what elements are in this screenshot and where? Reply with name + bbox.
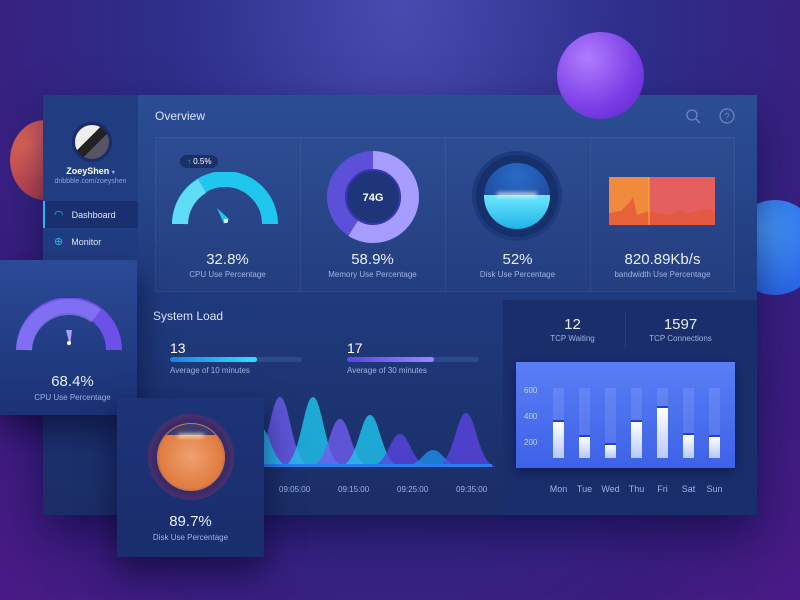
cpu-label: CPU Use Percentage xyxy=(189,270,266,279)
load-peak xyxy=(368,434,432,467)
overview-cards xyxy=(155,137,735,292)
load-baseline xyxy=(240,464,492,467)
bar-track xyxy=(683,388,694,458)
tcp-bar-chart xyxy=(516,362,735,468)
bar-track xyxy=(605,388,616,458)
sidebar-item-monitor[interactable]: ⊕ Monitor xyxy=(43,228,138,255)
cpu-float-gauge xyxy=(16,298,122,351)
avg10-value: 13 xyxy=(170,340,186,356)
tcp-waiting-label: TCP Waiting xyxy=(550,334,595,343)
disk-orb xyxy=(476,155,558,237)
float-disk-value: 89.7% xyxy=(169,513,212,530)
x-category-label: Sat xyxy=(681,484,696,494)
search-icon[interactable] xyxy=(685,108,701,124)
float-cpu-label: CPU Use Percentage xyxy=(34,393,111,402)
x-category-label: Fri xyxy=(657,484,668,494)
tcp-waiting-value: 12 xyxy=(564,316,581,333)
system-load-area-chart xyxy=(228,397,498,467)
arrow-up-icon: ↑ xyxy=(187,157,191,166)
memory-label: Memory Use Percentage xyxy=(328,270,417,279)
x-tick-label: 09:25:00 xyxy=(397,485,429,494)
avg10-progress xyxy=(170,357,302,362)
cpu-value: 32.8% xyxy=(206,251,249,268)
tcp-connections-label: TCP Connections xyxy=(649,334,712,343)
system-load-title: System Load xyxy=(153,309,224,323)
load-peak xyxy=(434,413,498,467)
bar-mon xyxy=(553,419,564,458)
crosshair-icon: ⊕ xyxy=(54,236,64,248)
float-disk-label: Disk Use Percentage xyxy=(152,533,229,542)
bar-fri xyxy=(657,405,668,458)
bar-wed xyxy=(605,443,616,458)
float-cpu-value: 68.4% xyxy=(51,373,94,390)
disk-label: Disk Use Percentage xyxy=(479,270,556,279)
bar-tue xyxy=(579,434,590,458)
avg30-progress xyxy=(347,357,479,362)
help-icon[interactable]: ? xyxy=(719,108,735,124)
avg30-label: Average of 30 minutes xyxy=(347,366,427,375)
x-category-label: Wed xyxy=(601,484,620,494)
tcp-connections-value: 1597 xyxy=(663,316,698,333)
user-link[interactable]: dribbble.com/zoeyshen xyxy=(54,178,127,185)
decor-sphere-purple xyxy=(557,32,644,119)
x-category-label: Sun xyxy=(706,484,723,494)
bandwidth-label: bandwidth Use Percentage xyxy=(614,270,711,279)
sidebar-item-dashboard[interactable]: ◠ Dashboard xyxy=(43,201,138,228)
disk-float-orb xyxy=(148,414,234,500)
x-tick-label: 09:15:00 xyxy=(338,485,370,494)
avg10-label: Average of 10 minutes xyxy=(170,366,250,375)
y-tick-label: 600 xyxy=(524,386,538,395)
memory-value: 58.9% xyxy=(351,251,394,268)
cpu-delta-badge: ↑ 0.5% xyxy=(180,155,219,168)
bar-track xyxy=(709,388,720,458)
y-tick-label: 400 xyxy=(524,412,538,421)
x-tick-label: 09:05:00 xyxy=(279,485,311,494)
bandwidth-value: 820.89Kb/s xyxy=(624,251,701,268)
bar-thu xyxy=(631,419,642,458)
bar-sat xyxy=(683,432,694,458)
x-category-label: Tue xyxy=(576,484,593,494)
memory-center-text: 74G xyxy=(363,192,384,204)
bandwidth-chart xyxy=(609,177,715,225)
bar-track xyxy=(579,388,590,458)
disk-value: 52% xyxy=(502,251,533,268)
avg30-value: 17 xyxy=(347,340,363,356)
page-title: Overview xyxy=(155,109,206,123)
chevron-down-icon: ▾ xyxy=(111,170,115,176)
user-name[interactable]: ZoeyShen ▾ xyxy=(66,166,115,176)
x-tick-label: 09:35:00 xyxy=(456,485,488,494)
svg-text:?: ? xyxy=(724,112,729,122)
speedometer-icon: ◠ xyxy=(54,209,64,221)
sidebar-item-label: Dashboard xyxy=(71,209,116,220)
bar-sun xyxy=(709,434,720,458)
memory-donut: 74G xyxy=(327,151,419,243)
y-tick-label: 200 xyxy=(524,438,538,447)
cpu-gauge xyxy=(172,172,278,225)
x-category-label: Thu xyxy=(628,484,645,494)
avatar[interactable] xyxy=(72,122,112,162)
sidebar-item-label: Monitor xyxy=(71,236,102,247)
x-category-label: Mon xyxy=(549,484,568,494)
